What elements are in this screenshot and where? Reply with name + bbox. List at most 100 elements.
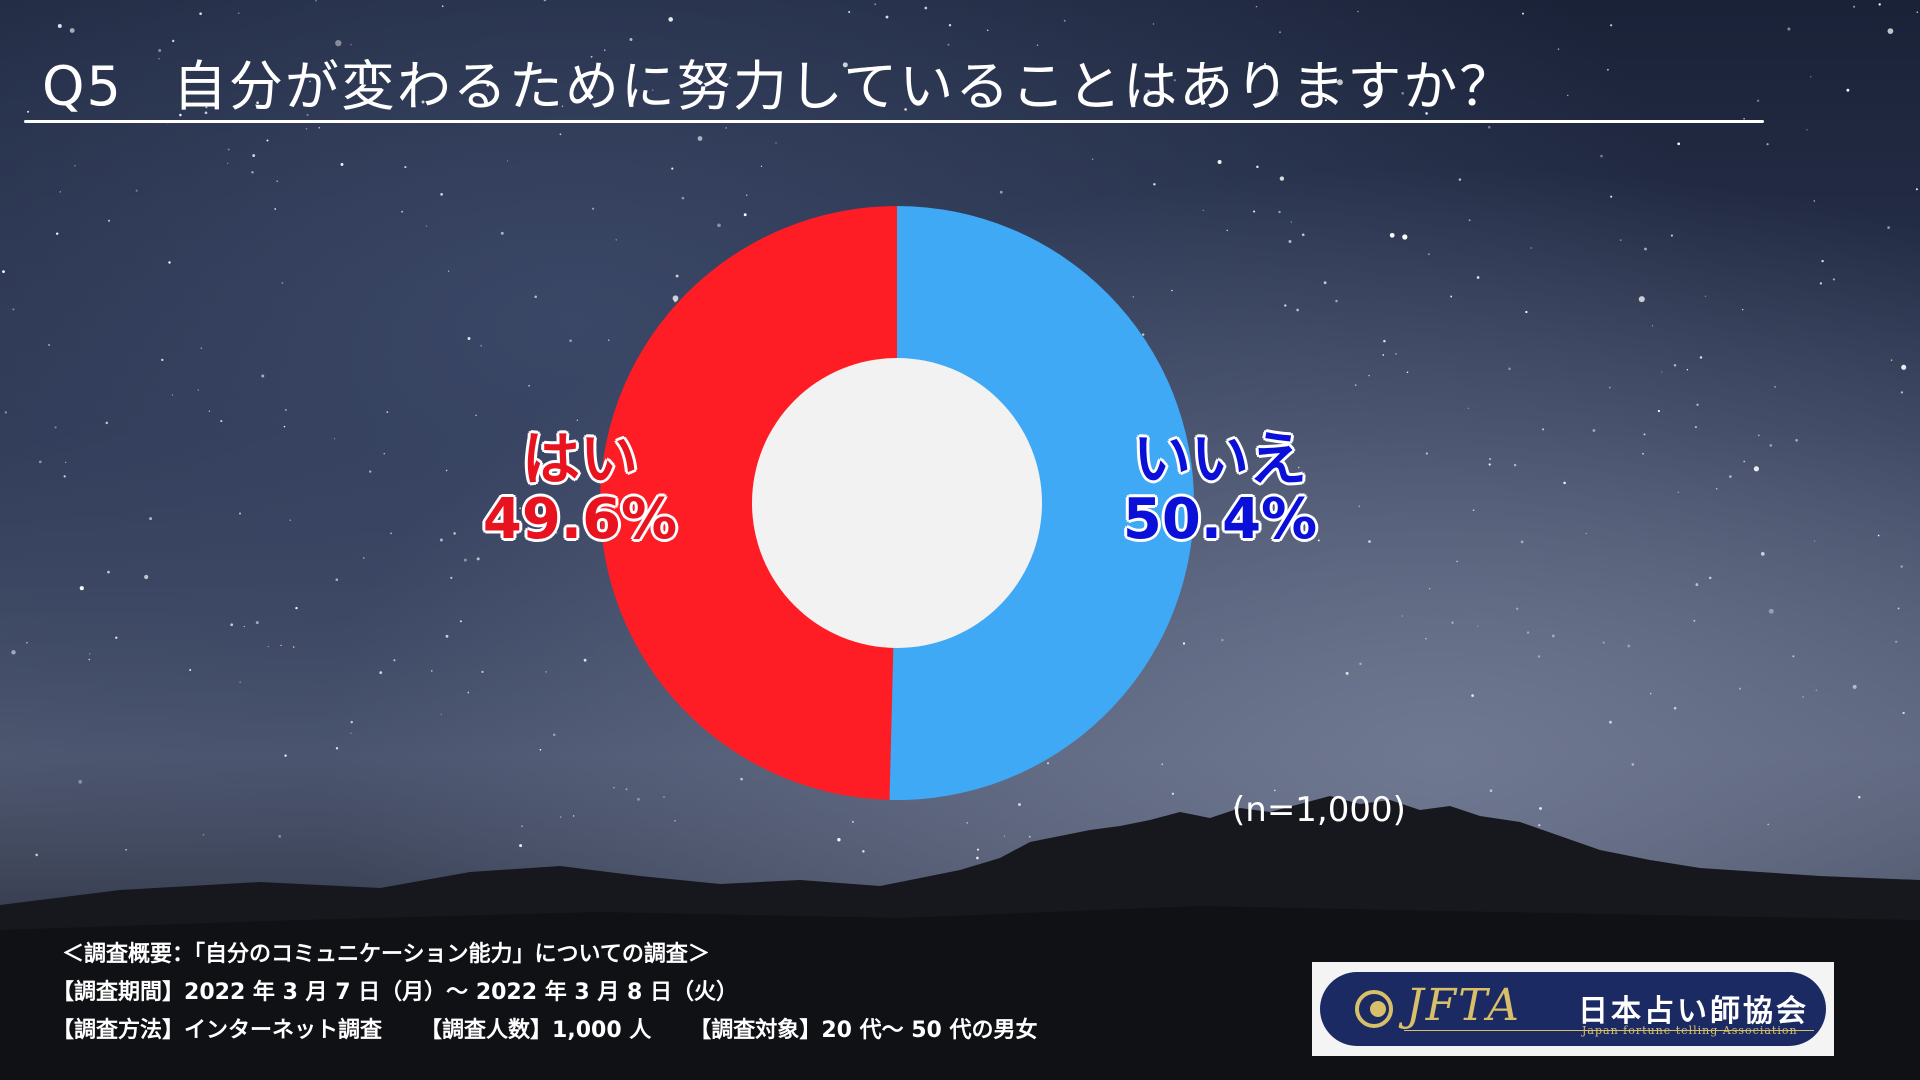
star <box>1858 795 1861 799</box>
star <box>1627 644 1631 648</box>
star <box>1028 835 1031 838</box>
star <box>1551 634 1555 638</box>
star <box>1425 638 1427 640</box>
star <box>393 659 396 662</box>
star <box>1610 195 1613 198</box>
star <box>1456 560 1458 563</box>
star <box>583 658 587 662</box>
star <box>1141 333 1145 336</box>
star <box>1651 325 1654 327</box>
star <box>560 816 562 818</box>
star <box>161 358 164 362</box>
star <box>1815 689 1817 691</box>
star <box>1297 466 1300 469</box>
star <box>107 219 111 222</box>
star <box>1522 12 1524 15</box>
star <box>1362 795 1365 798</box>
star <box>204 111 208 115</box>
star <box>528 384 530 387</box>
star <box>350 732 352 735</box>
star <box>1288 240 1292 243</box>
star <box>1161 763 1164 766</box>
star <box>1539 807 1542 810</box>
star <box>1335 299 1338 303</box>
star <box>1696 403 1699 406</box>
star <box>1661 371 1663 373</box>
star <box>278 834 282 838</box>
star <box>1704 295 1707 298</box>
star <box>1255 5 1258 8</box>
star <box>431 670 433 672</box>
star <box>481 670 484 674</box>
star <box>59 191 61 193</box>
star <box>57 24 62 28</box>
star <box>1272 90 1279 97</box>
star <box>1425 112 1428 115</box>
star <box>105 421 109 425</box>
star <box>543 0 547 2</box>
star <box>1900 391 1904 394</box>
survey-target-value: 20 代～ 50 代の男女 <box>821 1018 1038 1043</box>
star <box>1171 289 1173 292</box>
star <box>559 133 562 136</box>
star <box>425 225 428 227</box>
star <box>256 101 259 105</box>
star <box>1358 505 1361 508</box>
star <box>252 154 256 158</box>
star <box>476 557 480 561</box>
star <box>1878 3 1881 6</box>
star <box>1152 23 1155 25</box>
star <box>1915 188 1918 191</box>
star <box>1767 823 1769 826</box>
star <box>205 106 208 109</box>
star <box>729 76 731 79</box>
star <box>1467 407 1470 409</box>
star <box>440 713 442 715</box>
star <box>1819 282 1822 285</box>
star <box>335 39 342 47</box>
star <box>1323 281 1327 285</box>
star <box>230 623 234 627</box>
star <box>976 856 979 860</box>
star <box>1357 10 1359 13</box>
star <box>1769 444 1773 447</box>
star <box>625 788 628 791</box>
star <box>924 6 928 10</box>
star <box>274 208 277 210</box>
star <box>629 38 633 41</box>
survey-footer: ＜調査概要：「自分のコミュニケーション能力」についての調査＞ 【調査期間】202… <box>52 936 1038 1050</box>
star <box>1520 540 1524 544</box>
star <box>569 339 572 343</box>
star <box>401 210 403 213</box>
star <box>447 270 450 272</box>
star <box>168 261 171 264</box>
star <box>521 825 523 827</box>
star <box>199 12 202 15</box>
star <box>1619 239 1622 242</box>
star <box>2 270 5 273</box>
star <box>1425 452 1429 455</box>
star <box>1610 24 1613 27</box>
star <box>1739 687 1742 690</box>
star <box>500 231 504 235</box>
star <box>1202 209 1204 212</box>
label-yes: はい 49.6% <box>470 430 690 548</box>
star <box>591 207 595 210</box>
star <box>675 274 679 278</box>
star <box>439 538 443 542</box>
survey-count-value: 1,000 人 <box>552 1018 652 1043</box>
star <box>1774 385 1777 388</box>
star <box>1631 763 1635 766</box>
star <box>404 166 407 169</box>
star <box>1279 176 1285 181</box>
star <box>1471 694 1474 697</box>
star <box>12 308 15 311</box>
star <box>445 634 449 638</box>
star <box>651 89 654 91</box>
question-number: Q5 <box>42 55 123 118</box>
star <box>971 66 974 69</box>
star <box>1607 68 1609 71</box>
star <box>1477 625 1479 627</box>
star <box>1368 374 1370 377</box>
